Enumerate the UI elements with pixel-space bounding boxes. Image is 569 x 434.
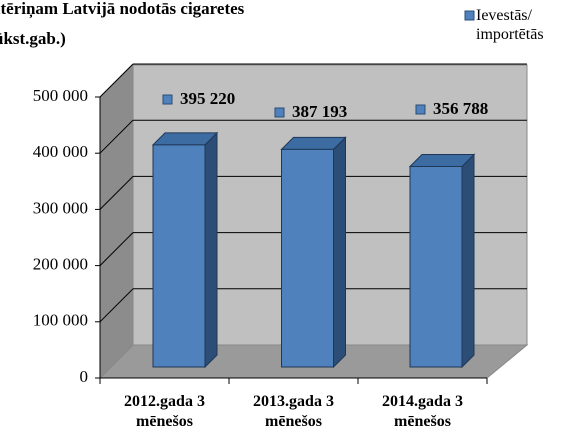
value-label-marker [162, 94, 173, 105]
bar-side [461, 153, 475, 369]
grid-line [99, 119, 134, 154]
bar-top [408, 153, 476, 167]
grid-line [99, 176, 134, 210]
grid-line [99, 232, 134, 266]
bar-top [280, 136, 347, 150]
value-label: 356 788 [433, 99, 488, 118]
grid-line [99, 63, 134, 98]
bar-top [151, 132, 219, 146]
x-tick-label: 2013.gada 3 mēnešos [253, 393, 334, 430]
y-tick-label: 300 000 [33, 198, 88, 217]
legend-swatch [464, 10, 475, 21]
chart-title: atēriņam Latvijā nodotās cigaretes [0, 0, 245, 19]
value-label-marker [415, 104, 426, 115]
y-tick-label: 400 000 [33, 142, 88, 161]
value-label: 395 220 [180, 89, 235, 108]
bar [152, 144, 206, 368]
bar-side [204, 131, 218, 369]
y-tick-label: 100 000 [33, 311, 88, 330]
y-tick-label: 200 000 [33, 255, 88, 274]
y-tick-label: 0 [80, 367, 89, 386]
grid-line [99, 288, 134, 323]
x-tick-label: 2014.gada 3 mēnešos [382, 393, 463, 430]
bar [281, 148, 334, 368]
value-label: 387 193 [292, 102, 347, 121]
bar [409, 165, 463, 368]
side-wall [99, 63, 134, 380]
bar-side [333, 136, 346, 369]
legend-label: Ievestās/ importētās [476, 7, 544, 43]
x-tick-label: 2012.gada 3 mēnešos [124, 393, 205, 430]
value-label-marker [274, 107, 285, 118]
y-tick-label: 500 000 [33, 86, 88, 105]
chart-title: ūkst.gab.) [0, 29, 66, 48]
